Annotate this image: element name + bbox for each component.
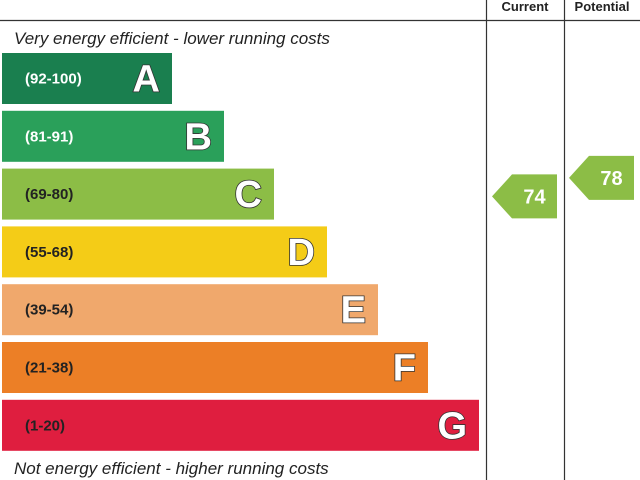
band-letter: C xyxy=(235,174,262,216)
band-e: (39-54) E xyxy=(2,284,378,336)
band-f: (21-38) F xyxy=(2,342,428,393)
band-bar xyxy=(2,399,479,451)
current-rating-arrow xyxy=(492,174,557,219)
band-d: (55-68) D xyxy=(2,226,327,278)
band-bar xyxy=(2,110,224,162)
band-range-label: (81-91) xyxy=(25,128,73,145)
bottom-caption: Not energy efficient - higher running co… xyxy=(14,459,329,478)
rating-indicators: 74 78 xyxy=(492,155,634,219)
band-letter: G xyxy=(437,405,467,447)
band-letter: D xyxy=(288,232,315,274)
top-caption: Very energy efficient - lower running co… xyxy=(14,29,330,48)
band-range-label: (69-80) xyxy=(25,186,73,203)
band-bar xyxy=(2,226,327,278)
potential-column-header: Potential xyxy=(575,0,630,14)
band-bar xyxy=(2,284,378,336)
rating-bands: (92-100) A (81-91) B (69-80) C (55-68) D (39-54)… xyxy=(2,53,479,451)
potential-rating-value: 78 xyxy=(600,168,622,190)
band-range-label: (21-38) xyxy=(25,360,73,377)
band-letter: F xyxy=(393,348,416,390)
band-letter: E xyxy=(341,290,366,332)
band-b: (81-91) B xyxy=(2,110,224,162)
band-range-label: (1-20) xyxy=(25,417,65,434)
current-rating: 74 xyxy=(492,174,557,219)
band-c: (69-80) C xyxy=(2,168,274,220)
band-bar xyxy=(2,342,428,393)
band-letter: B xyxy=(185,116,212,158)
band-bar xyxy=(2,53,172,104)
band-range-label: (92-100) xyxy=(25,71,82,88)
band-a: (92-100) A xyxy=(2,53,172,104)
current-column-header: Current xyxy=(502,0,550,14)
band-range-label: (55-68) xyxy=(25,244,73,261)
band-g: (1-20) G xyxy=(2,399,479,451)
band-range-label: (39-54) xyxy=(25,302,73,319)
potential-rating: 78 xyxy=(569,155,634,200)
potential-rating-arrow xyxy=(569,155,634,200)
current-rating-value: 74 xyxy=(523,186,546,208)
band-bar xyxy=(2,168,274,220)
band-letter: A xyxy=(133,59,160,101)
